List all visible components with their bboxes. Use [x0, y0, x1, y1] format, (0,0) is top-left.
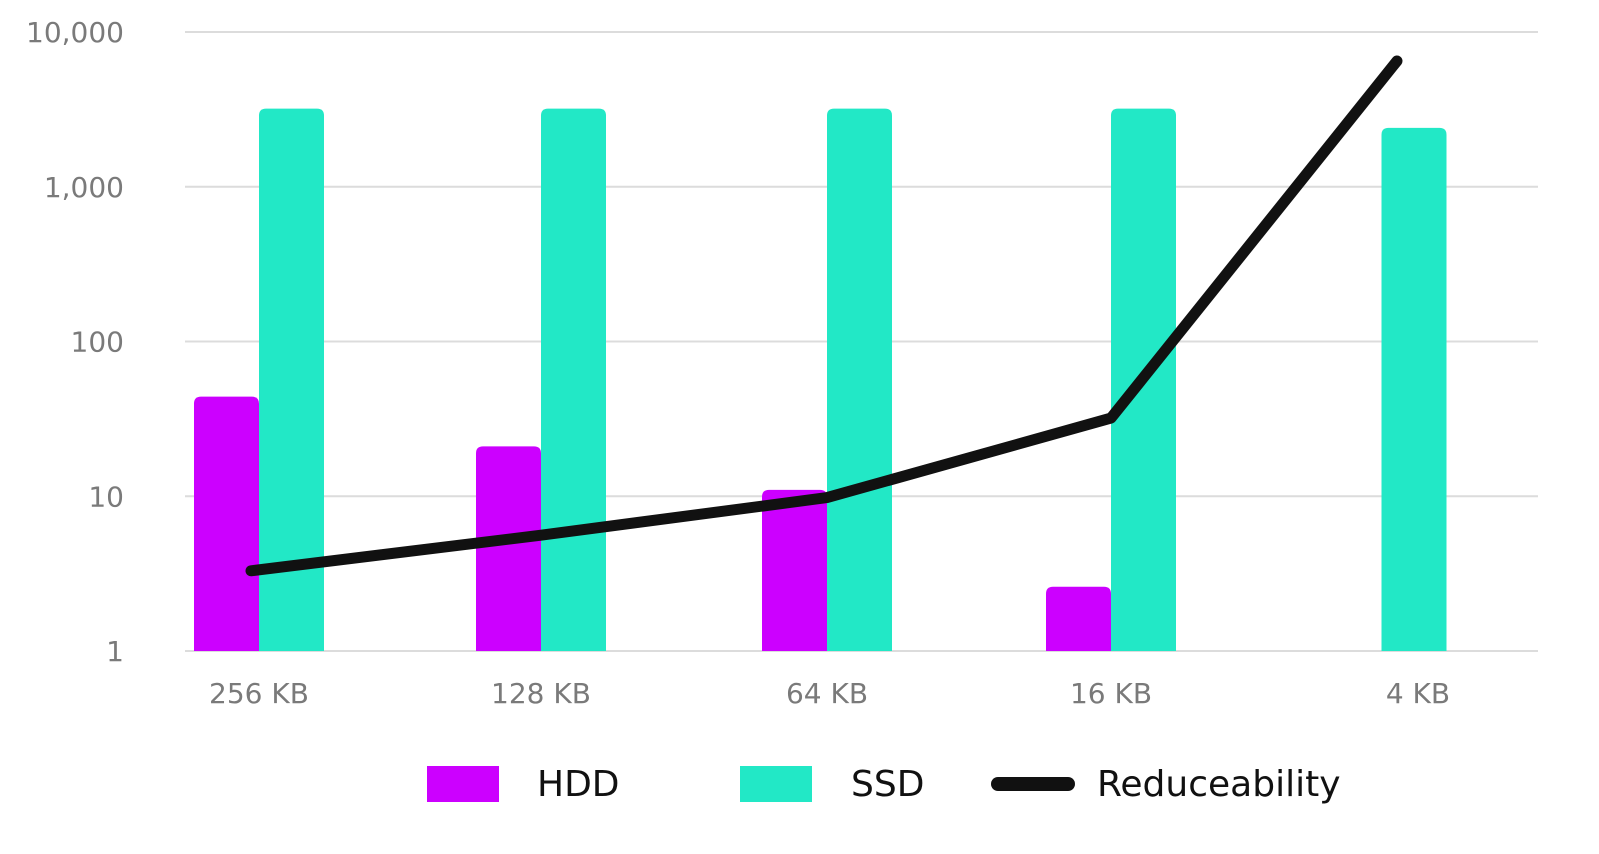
bars-layer: [194, 108, 1447, 652]
line-reduceability: [245, 55, 1403, 577]
bar-ssd-0: [259, 108, 324, 651]
bar-hdd-2: [762, 489, 827, 651]
bar-ssd-1: [541, 108, 606, 651]
y-tick-label: 10,000: [26, 16, 124, 49]
y-tick-label: 100: [71, 326, 124, 359]
x-tick-label: 64 KB: [786, 677, 868, 710]
bar-hdd-3: [1046, 586, 1111, 651]
bar-ssd-2: [827, 108, 892, 651]
legend-label-ssd: SSD: [851, 764, 924, 805]
legend: HDD SSD Reduceability: [427, 764, 1341, 805]
bar-hdd-1: [476, 446, 541, 651]
x-tick-label: 16 KB: [1070, 677, 1152, 710]
x-tick-label: 256 KB: [209, 677, 309, 710]
x-axis-ticks: 256 KB 128 KB 64 KB 16 KB 4 KB: [209, 677, 1450, 710]
legend-swatch-ssd: [740, 766, 812, 802]
y-axis-ticks: 10,000 1,000 100 10 1: [26, 16, 124, 668]
legend-label-reduceability: Reduceability: [1097, 764, 1341, 805]
line-layer: [245, 55, 1403, 577]
bar-ssd-4: [1381, 127, 1447, 652]
legend-label-hdd: HDD: [537, 764, 620, 805]
bar-hdd-0: [194, 396, 259, 651]
x-tick-label: 4 KB: [1386, 677, 1450, 710]
y-tick-label: 1,000: [44, 171, 124, 204]
legend-swatch-hdd: [427, 766, 499, 802]
x-tick-label: 128 KB: [491, 677, 591, 710]
y-tick-label: 10: [88, 480, 124, 513]
y-tick-label: 1: [106, 635, 124, 668]
